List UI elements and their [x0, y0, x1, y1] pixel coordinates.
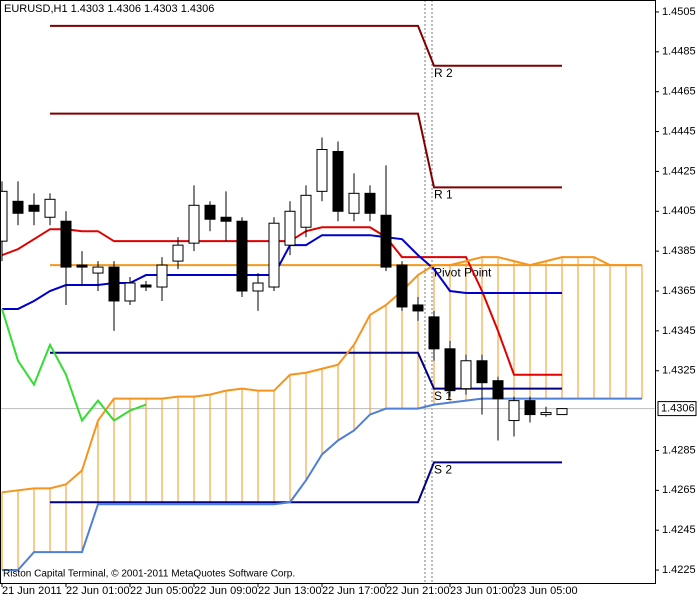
- x-tick-label: 21 Jun 2011: [2, 585, 62, 597]
- pivot-label: S 1: [434, 389, 452, 403]
- x-tick-label: 22 Jun 13:00: [258, 585, 322, 597]
- candle-body: [204, 204, 216, 220]
- candle-body: [252, 282, 264, 292]
- x-tick-label: 23 Jun 05:00: [514, 585, 578, 597]
- candle-body: [332, 150, 344, 212]
- candle-body: [380, 214, 392, 268]
- candle-body: [92, 266, 104, 274]
- candle-body: [0, 190, 8, 242]
- x-tick-label: 23 Jun 01:00: [450, 585, 514, 597]
- y-tick-label: 1.4485: [662, 46, 696, 58]
- candle-body: [364, 192, 376, 214]
- candle-body: [268, 222, 280, 288]
- indicator-line: [50, 112, 562, 189]
- y-tick-label: 1.4225: [662, 564, 696, 576]
- candle-body: [140, 284, 152, 288]
- candle-body: [524, 400, 536, 416]
- candle-body: [156, 264, 168, 288]
- candle-body: [316, 148, 328, 192]
- y-tick-label: 1.4265: [662, 484, 696, 496]
- indicator-line: [50, 461, 562, 504]
- y-tick-label: 1.4345: [662, 325, 696, 337]
- pivot-label: Pivot Point: [434, 265, 492, 279]
- candle-body: [284, 210, 296, 246]
- y-tick-label: 1.4325: [662, 365, 696, 377]
- candle-body: [508, 400, 520, 422]
- y-tick-label: 1.4245: [662, 524, 696, 536]
- x-tick-label: 22 Jun 21:00: [386, 585, 450, 597]
- candle-body: [348, 192, 360, 214]
- candle-body: [428, 316, 440, 350]
- pivot-label: S 2: [434, 463, 452, 477]
- candle-body: [300, 194, 312, 228]
- candle-body: [108, 266, 120, 302]
- candle-body: [124, 282, 136, 302]
- candle-body: [220, 216, 232, 222]
- candle-body: [412, 304, 424, 312]
- indicator-line: [1, 256, 642, 494]
- x-tick-label: 22 Jun 17:00: [322, 585, 386, 597]
- candle-body: [444, 348, 456, 392]
- current-price-label: 1.4306: [661, 403, 695, 415]
- candle-body: [76, 264, 88, 268]
- indicator-line: [2, 234, 562, 310]
- y-tick-label: 1.4465: [662, 86, 696, 98]
- candle-body: [44, 198, 56, 218]
- candle-body: [188, 204, 200, 244]
- footer: Riston Capital Terminal, © 2001-2011 Met…: [3, 569, 295, 580]
- candle-body: [396, 264, 408, 308]
- indicator-line: [50, 24, 562, 67]
- y-tick-label: 1.4285: [662, 444, 696, 456]
- candle-body: [556, 408, 568, 416]
- candle-body: [236, 220, 248, 292]
- candle-body: [12, 200, 24, 214]
- candle-body: [60, 220, 72, 268]
- plot-border: [0, 0, 656, 584]
- y-tick-label: 1.4505: [662, 6, 696, 18]
- y-tick-label: 1.4425: [662, 165, 696, 177]
- candle-body: [460, 360, 472, 390]
- chart-title: EURUSD,H1 1.4303 1.4306 1.4303 1.4306: [4, 3, 214, 15]
- pivot-label: R 1: [434, 188, 453, 202]
- y-tick-label: 1.4405: [662, 205, 696, 217]
- candle-body: [172, 244, 184, 262]
- current-price-box: [657, 401, 697, 417]
- candle-body: [28, 204, 40, 212]
- x-tick-label: 22 Jun 09:00: [194, 585, 258, 597]
- y-tick-label: 1.4445: [662, 125, 696, 137]
- candle-body: [476, 360, 488, 384]
- indicator-line: [2, 397, 642, 572]
- y-tick-label: 1.4365: [662, 285, 696, 297]
- x-tick-label: 22 Jun 01:00: [66, 585, 130, 597]
- indicator-line: [50, 351, 562, 390]
- candle-body: [540, 412, 552, 416]
- indicator-line: [1, 308, 147, 423]
- plot-area: R 2 R 1 Pivot Point S 1 S 2: [0, 0, 655, 583]
- candle-body: [492, 380, 504, 400]
- x-tick-label: 22 Jun 05:00: [130, 585, 194, 597]
- pivot-label: R 2: [434, 66, 453, 80]
- indicator-line: [1, 226, 562, 376]
- y-tick-label: 1.4385: [662, 245, 696, 257]
